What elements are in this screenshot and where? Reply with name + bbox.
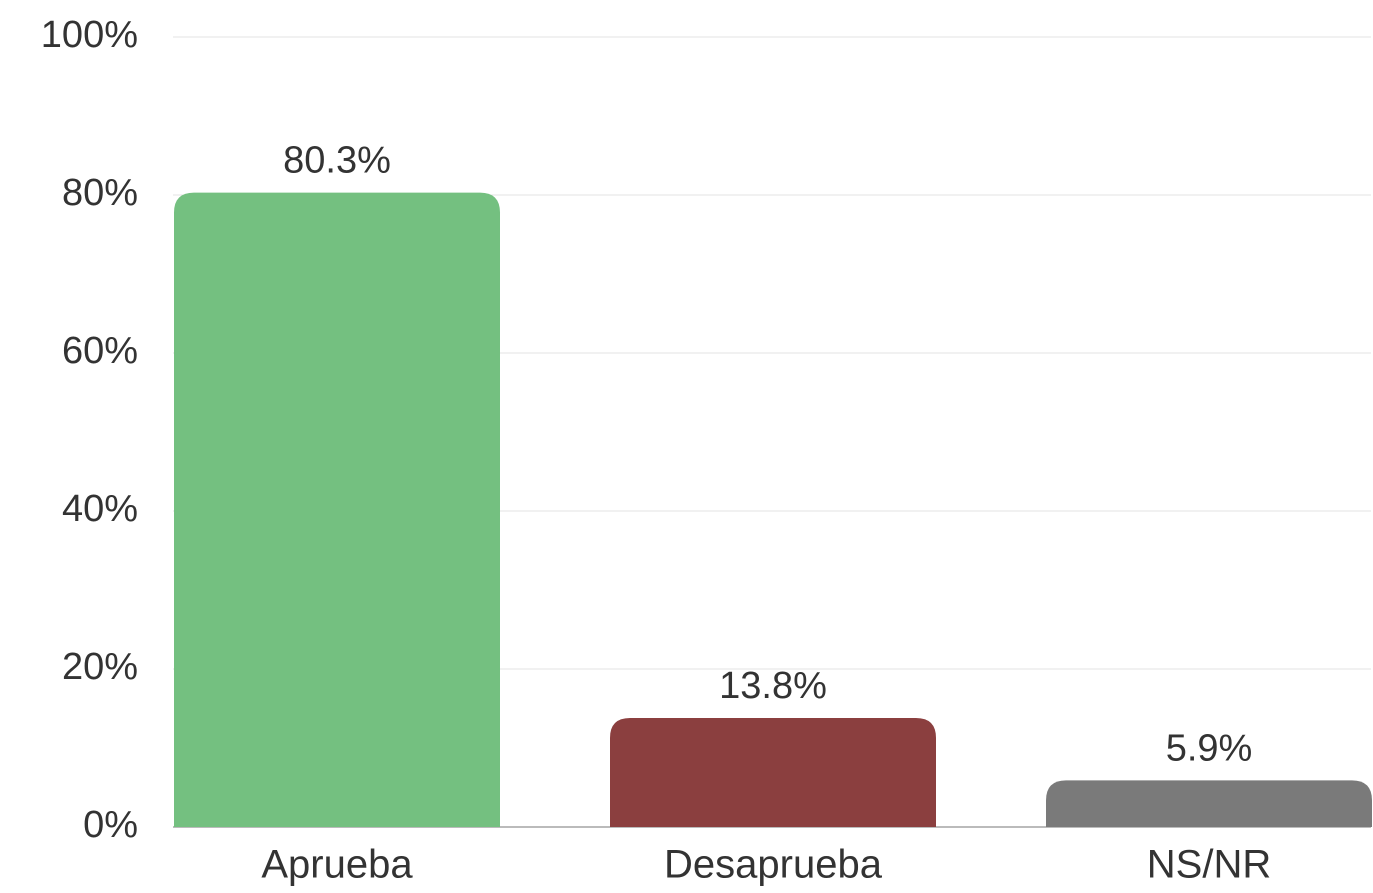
y-tick-label: 60% [62,330,138,372]
bar [610,717,936,827]
y-tick-label: 0% [83,804,138,846]
value-label: 13.8% [719,665,827,707]
value-label: 5.9% [1166,727,1253,769]
y-tick-label: 100% [41,14,138,56]
y-tick-label: 20% [62,646,138,688]
x-tick-label: Desaprueba [664,843,883,887]
bar [174,192,500,827]
y-tick-label: 80% [62,172,138,214]
bar [1046,780,1372,827]
x-tick-label: Aprueba [261,843,413,887]
value-label: 80.3% [283,140,391,182]
y-tick-label: 40% [62,488,138,530]
x-tick-label: NS/NR [1147,843,1271,887]
